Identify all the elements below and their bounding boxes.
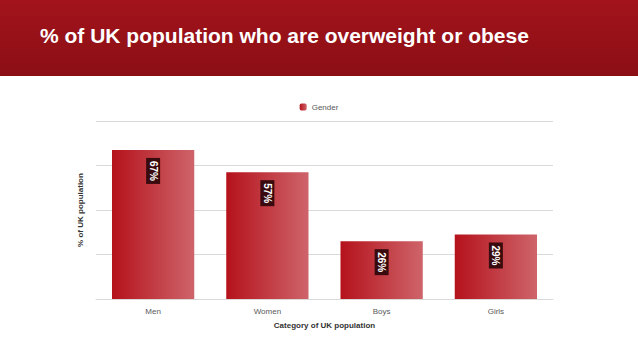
html-text:% of UK population who are ove: % of UK population who are overweight or… (40, 24, 529, 47)
svg-text:67%: 67% (148, 161, 159, 181)
svg-text:29%: 29% (490, 245, 501, 265)
svg-text:% of UK population: % of UK population (76, 173, 85, 247)
svg-text:Gender: Gender (312, 103, 339, 112)
svg-text:Women: Women (254, 307, 281, 316)
svg-text:26%: 26% (376, 252, 387, 272)
svg-text:57%: 57% (262, 183, 273, 203)
svg-text:Boys: Boys (373, 307, 391, 316)
svg-text:Category of UK population: Category of UK population (274, 321, 375, 330)
svg-text:Girls: Girls (488, 307, 504, 316)
svg-text:Men: Men (145, 307, 161, 316)
